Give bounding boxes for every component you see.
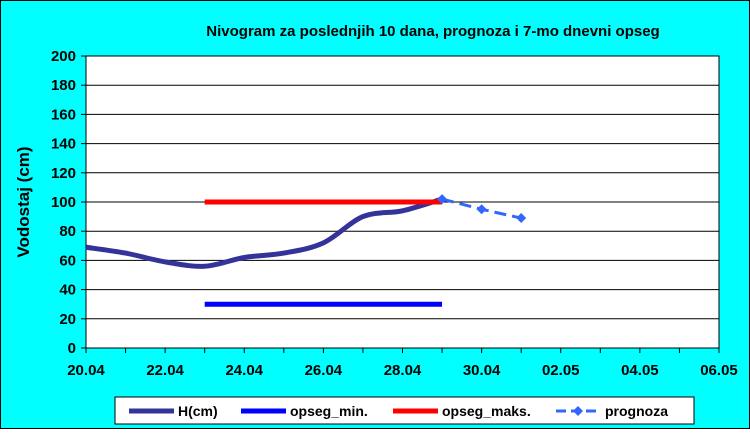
legend: H(cm) opseg_min. opseg_maks. prognoza (129, 403, 668, 419)
y-tick-label: 100 (51, 194, 76, 211)
gridlines (86, 55, 719, 320)
y-tick-label: 120 (51, 165, 76, 182)
chart-title: Nivogram za poslednjih 10 dana, prognoza… (206, 23, 659, 40)
series-group (85, 194, 527, 307)
x-axis-ticks: 20.04 22.04 24.04 26.04 28.04 30.04 02.05 04.05… (67, 348, 738, 379)
y-tick-label: 60 (59, 252, 76, 269)
legend-label-opseg-maks: opseg_maks. (442, 403, 531, 419)
legend-label-h-cm: H(cm) (178, 403, 218, 419)
y-tick-label: 180 (51, 77, 76, 94)
legend-label-prognoza: prognoza (605, 403, 668, 419)
x-tick-label: 20.04 (67, 362, 105, 379)
x-tick-label: 04.05 (621, 362, 659, 379)
y-tick-label: 20 (59, 311, 76, 328)
data-point-marker (516, 213, 527, 224)
x-tick-label: 22.04 (146, 362, 184, 379)
y-tick-label: 80 (59, 223, 76, 240)
data-point-marker (437, 194, 448, 205)
series-line-h-cm (85, 196, 443, 269)
y-tick-label: 0 (68, 340, 76, 357)
y-axis-ticks: 0 20 40 60 80 100 120 140 160 180 200 (51, 48, 86, 357)
x-tick-label: 28.04 (384, 362, 422, 379)
legend-label-opseg-min: opseg_min. (290, 403, 368, 419)
x-tick-label: 30.04 (463, 362, 501, 379)
x-tick-label: 26.04 (305, 362, 343, 379)
x-tick-label: 24.04 (225, 362, 263, 379)
x-tick-label: 02.05 (542, 362, 580, 379)
y-tick-label: 140 (51, 136, 76, 153)
data-point-marker (476, 204, 487, 215)
x-tick-label: 06.05 (700, 362, 738, 379)
y-tick-label: 40 (59, 282, 76, 299)
y-tick-label: 160 (51, 106, 76, 123)
legend-marker (573, 406, 583, 416)
y-axis-label: Vodostaj (cm) (14, 146, 33, 257)
y-tick-label: 200 (51, 48, 76, 65)
